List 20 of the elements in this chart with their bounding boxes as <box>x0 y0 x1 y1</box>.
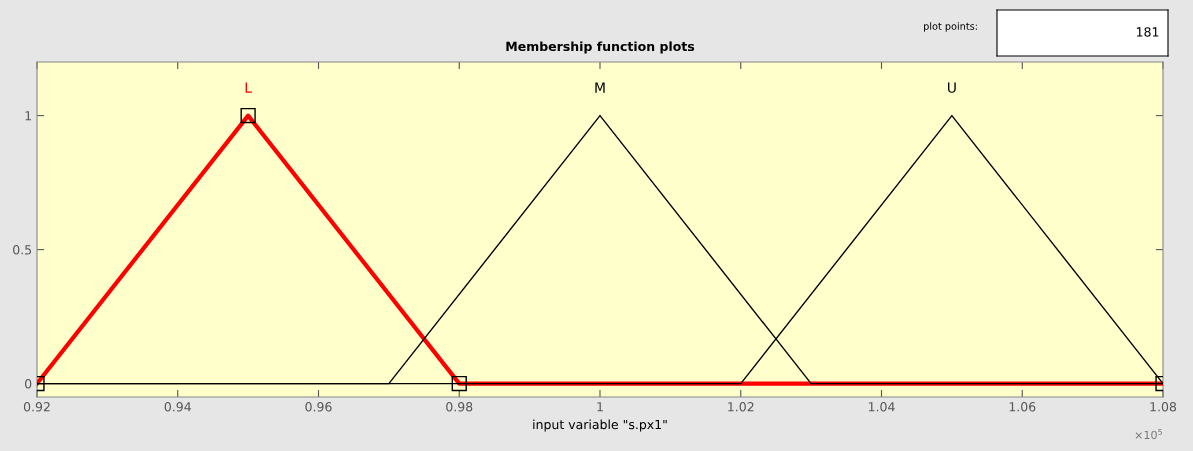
series-label: M <box>595 82 605 93</box>
x-tick-label: 0.98 <box>446 402 473 412</box>
y-tick-label: 1 <box>25 111 31 121</box>
x-tick-label: 1.04 <box>868 402 895 412</box>
x-tick-label: 1.08 <box>1150 402 1177 412</box>
chart-title: Membership function plots <box>506 41 695 54</box>
x-tick-label: 1 <box>597 402 603 412</box>
y-tick-label: 0.5 <box>13 245 32 255</box>
text: ×10$^{5}$ <box>1135 429 1162 440</box>
text: plot points: <box>924 22 977 32</box>
x-tick-label: 0.96 <box>305 402 332 412</box>
x-tick-label: 1.02 <box>728 402 754 412</box>
x-tick-label: 0.92 <box>23 402 50 412</box>
y-tick-label: 0 <box>25 379 32 389</box>
x-axis-title: input variable "s.px1" <box>533 419 667 432</box>
series-label: U <box>948 82 956 93</box>
text: 181 <box>1136 27 1159 37</box>
x-tick-label: 1.06 <box>1009 402 1036 412</box>
x-tick-label: 0.94 <box>164 402 191 412</box>
series-label: L <box>245 82 252 93</box>
